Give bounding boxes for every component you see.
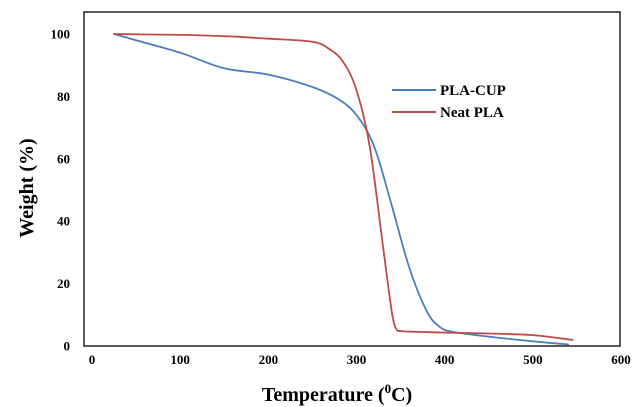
- series-lines: [113, 33, 574, 346]
- legend-label-pla-cup: PLA-CUP: [440, 83, 506, 99]
- series-line-neat-pla: [113, 33, 574, 341]
- x-tick-label: 300: [347, 352, 367, 367]
- x-axis-title: Temperature (0C): [262, 381, 412, 406]
- series-line-pla-cup: [113, 33, 569, 346]
- x-tick-label: 500: [523, 352, 543, 367]
- y-tick-label: 60: [57, 151, 70, 166]
- x-axis-ticks: 0 100 200 300 400 500 600: [89, 352, 631, 367]
- y-tick-label: 40: [57, 214, 70, 229]
- x-axis-title-superscript: 0: [385, 381, 392, 396]
- y-tick-label: 20: [57, 276, 70, 291]
- legend-label-neat-pla: Neat PLA: [440, 105, 504, 121]
- x-axis-title-main: Temperature (: [262, 384, 385, 406]
- x-axis-title-suffix: C): [391, 384, 412, 406]
- x-tick-label: 0: [89, 352, 96, 367]
- x-tick-label: 400: [435, 352, 455, 367]
- y-tick-label: 100: [51, 27, 71, 42]
- y-tick-label: 0: [64, 339, 71, 354]
- x-tick-label: 600: [611, 352, 631, 367]
- x-tick-label: 200: [259, 352, 279, 367]
- plot-frame: [83, 11, 621, 347]
- y-axis-title: Weight (%): [16, 138, 38, 237]
- x-tick-label: 100: [170, 352, 190, 367]
- y-tick-label: 80: [57, 89, 70, 104]
- y-axis-ticks: 0 20 40 60 80 100: [51, 27, 71, 354]
- legend: PLA-CUP Neat PLA: [392, 83, 506, 121]
